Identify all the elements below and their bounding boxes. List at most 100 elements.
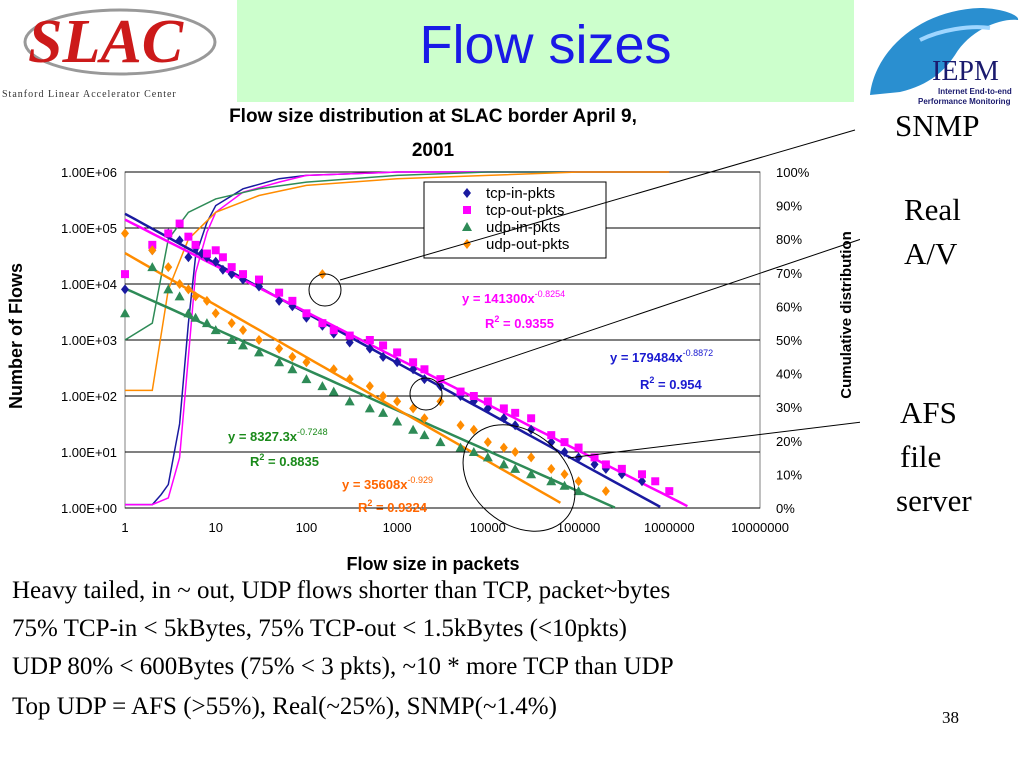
point-tcp-in-pkts <box>227 269 236 280</box>
point-tcp-out-pkts <box>436 375 445 384</box>
chart-legend: tcp-in-pktstcp-out-pktsudp-in-pktsudp-ou… <box>423 181 607 259</box>
point-tcp-out-pkts <box>302 309 311 318</box>
y-tick-label: 1.00E+01 <box>61 445 117 460</box>
point-tcp-out-pkts <box>288 296 297 305</box>
y2-tick-label: 10% <box>776 467 802 482</box>
point-tcp-out-pkts <box>527 414 536 423</box>
point-tcp-out-pkts <box>590 453 599 462</box>
point-udp-out-pkts <box>148 245 157 256</box>
cumulative-line-udp-out <box>125 171 670 392</box>
point-tcp-in-pkts <box>574 452 583 463</box>
slac-logo-text: SLAC <box>28 8 184 76</box>
callout-snmp: SNMP <box>895 108 980 143</box>
flow-size-chart: Flow size distribution at SLAC border Ap… <box>6 106 860 574</box>
point-udp-in-pkts <box>201 318 212 328</box>
point-udp-out-pkts <box>288 351 297 362</box>
point-udp-out-pkts <box>379 391 388 401</box>
real-pointer <box>437 238 860 383</box>
point-udp-in-pkts <box>301 374 312 384</box>
point-udp-in-pkts <box>573 486 584 496</box>
point-tcp-out-pkts <box>184 232 193 241</box>
y2-tick-label: 0% <box>776 501 795 516</box>
point-udp-in-pkts <box>392 416 403 426</box>
point-tcp-out-pkts <box>218 253 227 262</box>
point-udp-out-pkts <box>574 476 583 487</box>
legend-label-tcp-in-pkts: tcp-in-pkts <box>486 185 555 202</box>
point-udp-in-pkts <box>482 452 493 462</box>
point-udp-out-pkts <box>527 452 536 463</box>
point-tcp-in-pkts <box>420 374 429 385</box>
slide-number: 38 <box>942 708 959 727</box>
point-tcp-in-pkts <box>365 343 374 354</box>
body-line-1: Heavy tailed, in ~ out, UDP flows shorte… <box>12 577 671 604</box>
point-udp-out-pkts <box>456 420 465 431</box>
snmp-circle <box>308 273 342 307</box>
y2-tick-label: 100% <box>776 165 810 180</box>
point-tcp-out-pkts <box>175 219 184 228</box>
callout-afs-line3: server <box>896 483 972 518</box>
point-tcp-out-pkts <box>148 240 157 249</box>
cumulative-line-udp-in <box>124 171 670 341</box>
point-udp-out-pkts <box>121 228 129 239</box>
legend-box <box>423 181 607 259</box>
point-tcp-in-pkts <box>184 252 193 263</box>
point-udp-in-pkts <box>344 396 355 406</box>
point-udp-in-pkts <box>190 312 201 322</box>
point-udp-in-pkts <box>455 442 466 452</box>
slac-logo: SLAC Stanford Linear Accelerator Center <box>2 8 217 100</box>
point-udp-out-pkts <box>511 447 520 457</box>
iepm-logo-text: IEPM <box>932 56 999 87</box>
x-tick-label: 10000 <box>470 520 506 535</box>
point-tcp-in-pkts <box>590 459 599 470</box>
point-udp-in-pkts <box>287 364 298 374</box>
x-tick-label: 1000000 <box>644 520 695 535</box>
point-udp-in-pkts <box>435 437 446 447</box>
iepm-tagline-1: Internet End-to-end <box>938 87 1012 96</box>
fit-equation-tcp-in-pkts: y = 179484x-0.8872 <box>610 348 713 365</box>
point-udp-out-pkts <box>164 262 173 273</box>
legend-label-udp-in-pkts: udp-in-pkts <box>486 219 560 236</box>
slide-title: Flow sizes <box>419 15 672 75</box>
point-tcp-out-pkts <box>560 438 569 447</box>
legend-marker-tcp-in-pkts <box>463 188 471 198</box>
point-tcp-in-pkts <box>409 364 418 375</box>
point-tcp-out-pkts <box>511 408 520 417</box>
point-tcp-out-pkts <box>574 443 583 452</box>
y2-tick-labels: 0% 10% 20% 30% 40% 50% 60% 70% 80% 90% 100% <box>776 165 810 516</box>
point-udp-out-pkts <box>227 318 236 329</box>
point-udp-out-pkts <box>483 437 492 448</box>
point-tcp-in-pkts <box>499 413 508 424</box>
x-axis-label: Flow size in packets <box>346 554 519 574</box>
fit-r2-tcp-in-pkts: R2 = 0.954 <box>640 375 703 392</box>
x-tick-label: 10 <box>208 520 222 535</box>
x-tick-label: 100000 <box>557 520 600 535</box>
point-tcp-in-pkts <box>211 256 220 267</box>
slac-logo-tagline: Stanford Linear Accelerator Center <box>2 89 177 100</box>
point-udp-out-pkts <box>420 413 429 424</box>
y-tick-label: 1.00E+06 <box>61 165 117 180</box>
fit-equation-labels: y = 179484x-0.8872 R2 = 0.954 y = 141300x-… <box>228 289 713 515</box>
point-udp-in-pkts <box>226 335 237 344</box>
point-udp-in-pkts <box>210 325 221 335</box>
body-line-4: Top UDP = AFS (>55%), Real(~25%), SNMP(~… <box>12 693 557 720</box>
point-tcp-out-pkts <box>329 326 338 335</box>
data-points <box>120 219 674 497</box>
point-tcp-in-pkts <box>560 447 569 457</box>
point-tcp-out-pkts <box>318 319 327 328</box>
point-tcp-out-pkts <box>164 229 173 238</box>
legend-marker-udp-in-pkts <box>462 222 472 231</box>
point-tcp-out-pkts <box>409 358 418 367</box>
callout-afs-line2: file <box>900 439 942 474</box>
legend-marker-udp-out-pkts <box>463 239 471 249</box>
point-tcp-out-pkts <box>617 464 626 473</box>
point-tcp-out-pkts <box>637 470 646 479</box>
point-udp-out-pkts <box>202 295 211 306</box>
point-udp-in-pkts <box>147 262 158 272</box>
point-tcp-in-pkts <box>379 351 388 362</box>
point-tcp-in-pkts <box>175 235 184 246</box>
legend-label-tcp-out-pkts: tcp-out-pkts <box>486 202 564 219</box>
chart-annotations <box>308 129 860 532</box>
point-tcp-in-pkts <box>483 403 492 414</box>
point-tcp-out-pkts <box>345 331 354 340</box>
point-tcp-out-pkts <box>227 263 236 272</box>
